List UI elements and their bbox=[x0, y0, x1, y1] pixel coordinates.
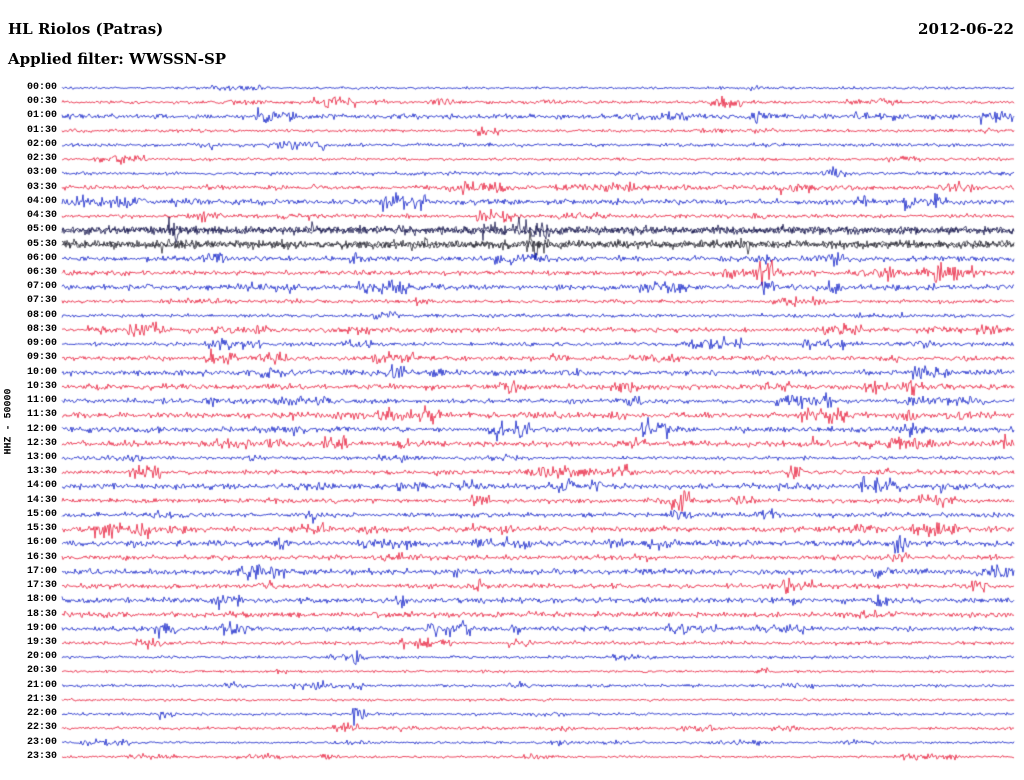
applied-filter-label: Applied filter: WWSSN-SP bbox=[8, 50, 227, 68]
station-title: HL Riolos (Patras) bbox=[8, 20, 164, 38]
record-date: 2012-06-22 bbox=[918, 20, 1014, 38]
channel-scale-label: HHZ - 50000 bbox=[3, 388, 15, 455]
